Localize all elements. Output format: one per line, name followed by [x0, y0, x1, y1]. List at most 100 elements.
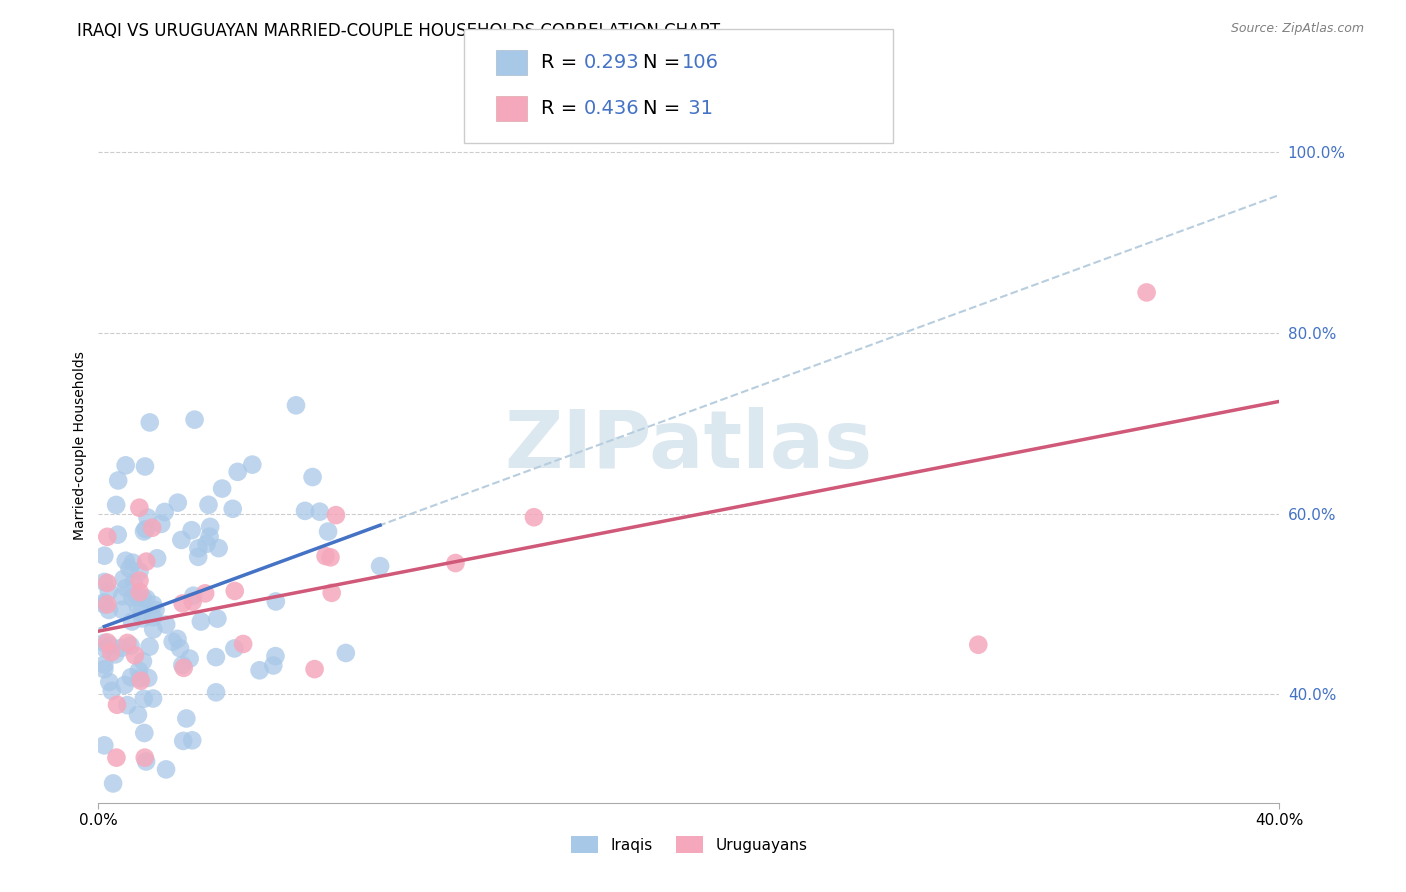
Point — [93, 657, 115, 672]
Point — [315, 549, 337, 563]
Point — [162, 634, 184, 648]
Text: R =: R = — [541, 99, 583, 119]
Point — [335, 646, 357, 660]
Text: Source: ZipAtlas.com: Source: ZipAtlas.com — [1230, 22, 1364, 36]
Point — [187, 549, 209, 564]
Point — [127, 590, 149, 604]
Point — [127, 707, 149, 722]
Point — [150, 516, 173, 531]
Point — [135, 591, 157, 606]
Point — [128, 671, 150, 685]
Text: IRAQI VS URUGUAYAN MARRIED-COUPLE HOUSEHOLDS CORRELATION CHART: IRAQI VS URUGUAYAN MARRIED-COUPLE HOUSEH… — [77, 22, 720, 40]
Point — [96, 598, 118, 612]
Text: 31: 31 — [682, 99, 713, 119]
Point — [93, 739, 115, 753]
Point — [105, 750, 128, 764]
Point — [155, 617, 177, 632]
Point — [121, 615, 143, 629]
Point — [197, 498, 219, 512]
Point — [285, 398, 308, 412]
Point — [181, 589, 204, 603]
Point — [94, 641, 117, 656]
Point — [120, 639, 142, 653]
Point — [139, 416, 162, 430]
Point — [222, 501, 245, 516]
Point — [301, 470, 323, 484]
Point — [179, 651, 201, 665]
Point — [118, 561, 141, 575]
Point — [142, 610, 165, 624]
Point — [368, 559, 391, 574]
Point — [115, 581, 138, 595]
Point — [226, 465, 249, 479]
Point — [93, 662, 115, 676]
Point — [128, 585, 150, 599]
Point — [304, 662, 326, 676]
Point — [308, 505, 330, 519]
Point — [114, 678, 136, 692]
Point — [107, 474, 129, 488]
Point — [114, 554, 136, 568]
Point — [232, 637, 254, 651]
Point — [166, 496, 188, 510]
Point — [172, 597, 194, 611]
Point — [105, 698, 128, 712]
Point — [198, 520, 221, 534]
Point — [104, 648, 127, 662]
Point — [138, 640, 160, 654]
Point — [93, 636, 115, 650]
Point — [146, 551, 169, 566]
Point — [444, 556, 467, 570]
Point — [93, 549, 115, 563]
Point — [207, 612, 229, 626]
Point — [128, 500, 150, 515]
Point — [129, 606, 152, 620]
Text: N =: N = — [643, 53, 686, 72]
Point — [124, 648, 146, 663]
Text: N =: N = — [643, 99, 686, 119]
Point — [181, 595, 204, 609]
Point — [105, 498, 128, 512]
Point — [93, 595, 115, 609]
Point — [523, 510, 546, 524]
Point — [134, 726, 156, 740]
Point — [96, 530, 118, 544]
Point — [180, 523, 202, 537]
Point — [172, 734, 194, 748]
Point — [136, 510, 159, 524]
Point — [129, 673, 152, 688]
Point — [198, 530, 221, 544]
Text: ZIPatlas: ZIPatlas — [505, 407, 873, 485]
Point — [111, 589, 134, 603]
Point — [166, 632, 188, 646]
Point — [142, 623, 165, 637]
Point — [112, 572, 135, 586]
Point — [183, 412, 205, 426]
Legend: Iraqis, Uruguayans: Iraqis, Uruguayans — [565, 830, 813, 859]
Point — [100, 645, 122, 659]
Point — [264, 649, 287, 664]
Y-axis label: Married-couple Households: Married-couple Households — [73, 351, 87, 541]
Point — [98, 603, 121, 617]
Point — [121, 591, 143, 605]
Point — [134, 750, 156, 764]
Point — [325, 508, 347, 522]
Point — [321, 586, 343, 600]
Point — [211, 482, 233, 496]
Point — [316, 524, 339, 539]
Point — [117, 636, 139, 650]
Text: 0.436: 0.436 — [583, 99, 640, 119]
Point — [128, 565, 150, 579]
Point — [207, 541, 229, 555]
Point — [262, 658, 284, 673]
Point — [93, 574, 115, 589]
Point — [131, 611, 153, 625]
Point — [114, 458, 136, 473]
Point — [224, 641, 246, 656]
Point — [98, 675, 121, 690]
Point — [141, 521, 163, 535]
Point — [132, 691, 155, 706]
Point — [195, 537, 218, 551]
Point — [100, 684, 122, 698]
Point — [967, 638, 990, 652]
